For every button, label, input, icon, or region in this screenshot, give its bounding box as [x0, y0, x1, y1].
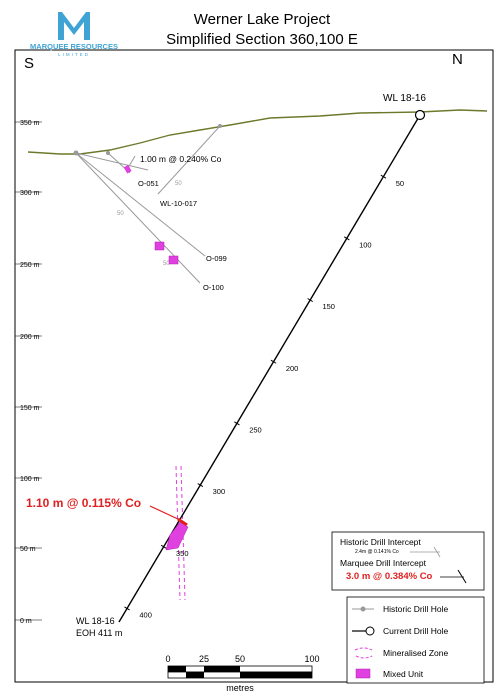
legend-historic-dot: [360, 606, 366, 612]
historic-intercept-mark: [123, 164, 132, 174]
logo-company: MARQUEE RESOURCES: [30, 42, 118, 51]
depth-label-400: 400: [139, 611, 152, 620]
elevation-label-1: 300 m: [20, 190, 40, 197]
depth-tick-350: [160, 544, 167, 549]
hole-label-wl10017: WL-10-017: [160, 199, 197, 208]
current-hole-collar: [414, 109, 426, 121]
depth-label-150: 150: [322, 302, 335, 311]
historic-intercept-tick: [127, 155, 136, 169]
current-intercept-leader: [149, 505, 181, 521]
depth-tick-400: [124, 606, 130, 611]
depth-tick-150: [307, 298, 313, 302]
mixed-unit-box-2: [168, 255, 179, 265]
current-intercept-mark: [177, 517, 188, 527]
depth-tick-200: [270, 359, 277, 364]
mixed-unit-box-1: [154, 241, 165, 251]
legend-historic-label: Historic Drill Hole: [383, 604, 448, 614]
current-intercept-label: 1.10 m @ 0.115% Co: [26, 496, 141, 510]
logo-sub: LIMITED: [58, 52, 90, 57]
legend-box: [346, 596, 485, 684]
intercept-legend-historic-title: Historic Drill Intercept: [340, 537, 421, 547]
legend-current-label: Current Drill Hole: [383, 626, 448, 636]
hole-label-o100: O-100: [203, 283, 224, 292]
depth-tick-300: [197, 483, 204, 488]
current-mixed-unit: [165, 521, 189, 551]
hole-label-o099: O-099: [206, 254, 227, 263]
mineralised-zone-lines: [175, 465, 186, 601]
intercept-legend: Historic Drill Intercept 2.4m @ 0.141% C…: [331, 531, 485, 591]
intercept-legend-marquee-title: Marquee Drill Intercept: [340, 558, 427, 568]
current-hole-collar-label: WL 18-16: [383, 93, 426, 104]
elevation-label-2: 250 m: [20, 262, 40, 269]
historic-hole-o100: [75, 152, 201, 284]
historic-hole-o099: [75, 152, 206, 257]
depth-label-200: 200: [286, 364, 299, 373]
depth-label-250: 250: [249, 426, 262, 435]
scale-seg-4: [240, 672, 312, 678]
scale-tick-100: 100: [304, 654, 319, 664]
historic-hole-o051: [75, 152, 149, 171]
historic-collar-3: [218, 124, 222, 128]
depth-tick-250: [234, 421, 240, 426]
scale-unit: metres: [226, 683, 254, 693]
elevation-label-0: 350 m: [20, 120, 40, 127]
historic-hole-wl10017: [157, 125, 221, 195]
scale-tick-0: 0: [165, 654, 170, 664]
elevation-label-7: 0 m: [20, 618, 32, 625]
legend-mixed-label: Mixed Unit: [383, 669, 424, 679]
logo-m-icon: [58, 12, 90, 40]
scale-seg-2: [204, 666, 240, 672]
legend-mineralised-icon: [354, 647, 373, 659]
scale-tick-25: 25: [199, 654, 209, 664]
historic-drill-holes: [75, 125, 221, 284]
map-frame: [14, 49, 494, 683]
elevation-label-6: 50 m: [20, 546, 36, 553]
intercept-legend-box: [331, 531, 485, 591]
legend: Historic Drill Hole Current Drill Hole M…: [346, 596, 485, 684]
current-hole-end-label: WL 18-16: [76, 616, 115, 626]
depth-label-50: 50: [396, 179, 404, 188]
depth-tick-100: [343, 236, 350, 241]
historic-collar-1: [73, 150, 79, 156]
depth-label-300: 300: [213, 487, 226, 496]
historic-depth-tick-2: 50: [117, 211, 124, 217]
historic-depth-tick-1: 50: [175, 181, 182, 187]
elevation-label-3: 200 m: [20, 334, 40, 341]
historic-depth-tick-3: 50: [163, 261, 170, 267]
current-hole-depth-ticks: 50 100 150 200 250 300 350 400: [124, 174, 404, 620]
intercept-legend-marquee-tick: [457, 569, 467, 584]
depth-label-100: 100: [359, 240, 372, 249]
scale-bar: 0 25 50 100 metres: [165, 654, 319, 693]
legend-current-collar: [365, 626, 375, 636]
title-line1: Werner Lake Project: [194, 11, 331, 28]
elevation-axis: 350 m 300 m 250 m 200 m 150 m 100 m 50 m 0 m: [15, 120, 42, 625]
legend-mixed-swatch: [355, 668, 371, 679]
title-line2: Simplified Section 360,100 E: [166, 31, 358, 48]
marquee-logo: MARQUEE RESOURCES LIMITED: [30, 12, 118, 57]
intercept-legend-historic-tick: [433, 546, 441, 558]
intercept-legend-historic-example: 2.4m @ 0.141% Co: [355, 549, 399, 555]
depth-tick-50: [380, 174, 387, 179]
scale-seg-3: [186, 672, 204, 678]
scale-seg-1: [168, 666, 186, 672]
elevation-label-5: 100 m: [20, 476, 40, 483]
historic-collar-2: [106, 151, 110, 155]
scale-tick-50: 50: [235, 654, 245, 664]
hole-label-o051: O-051: [138, 179, 159, 188]
current-hole-eoh-label: EOH 411 m: [76, 628, 122, 638]
intercept-legend-marquee-example: 3.0 m @ 0.384% Co: [346, 571, 433, 582]
legend-mineralised-label: Mineralised Zone: [383, 648, 448, 658]
topography-line: [27, 109, 488, 155]
compass-north: N: [452, 51, 463, 68]
compass-south: S: [24, 55, 34, 72]
historic-intercept-label: 1.00 m @ 0.240% Co: [140, 154, 222, 164]
depth-label-350: 350: [176, 549, 189, 558]
elevation-label-4: 150 m: [20, 405, 40, 412]
